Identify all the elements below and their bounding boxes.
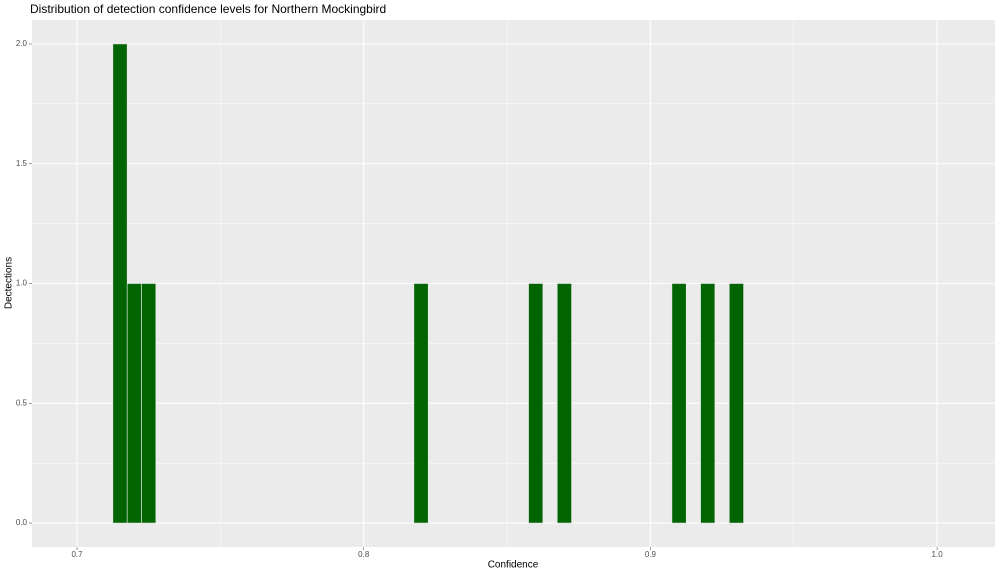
x-tick-label: 0.8: [358, 550, 370, 559]
x-tick-label: 0.9: [645, 550, 657, 559]
x-axis-label: Confidence: [488, 560, 539, 571]
y-tick-label: 0.0: [16, 518, 28, 527]
bar: [112, 43, 128, 524]
x-tick-label: 1.0: [932, 550, 944, 559]
bar: [126, 283, 142, 524]
y-tick-label: 0.5: [16, 398, 28, 407]
bar: [556, 283, 572, 524]
x-tick-label: 0.7: [71, 550, 83, 559]
grid: [32, 20, 995, 547]
bar: [728, 283, 744, 524]
bar: [700, 283, 716, 524]
chart-title: Distribution of detection confidence lev…: [30, 2, 386, 16]
y-tick-label: 2.0: [16, 39, 28, 48]
y-axis-label: Dectections: [4, 257, 15, 309]
marks: [112, 43, 744, 524]
y-tick-label: 1.5: [16, 159, 28, 168]
y-tick-label: 1.0: [16, 279, 28, 288]
bar: [413, 283, 429, 524]
bar: [671, 283, 687, 524]
bar: [528, 283, 544, 524]
bar: [141, 283, 157, 524]
